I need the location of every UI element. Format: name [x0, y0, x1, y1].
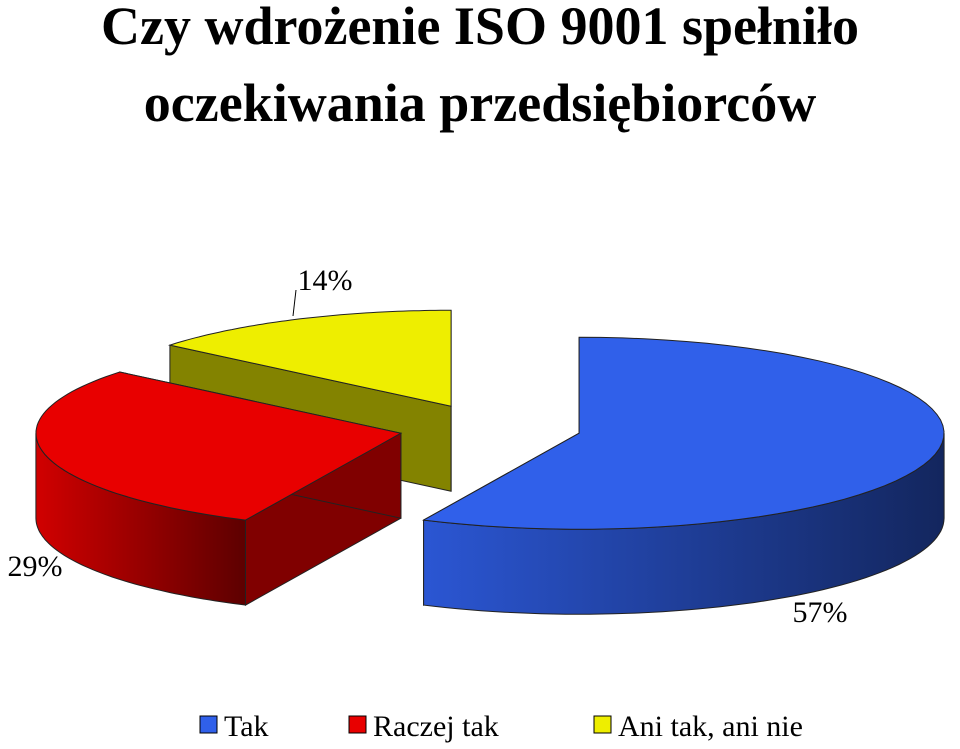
legend-label: Tak — [224, 710, 269, 743]
slice-top — [35, 371, 403, 521]
leader-line — [292, 289, 297, 317]
data-label: 57% — [793, 596, 848, 629]
legend-swatch — [348, 715, 367, 734]
data-label: 29% — [8, 550, 63, 583]
slice-top — [167, 309, 452, 407]
chart-title: Czy wdrożenie ISO 9001 spełniło — [101, 0, 859, 56]
legend-swatch — [199, 715, 218, 734]
slice — [35, 371, 403, 606]
slice — [422, 336, 945, 615]
legend-label: Raczej tak — [373, 710, 499, 743]
legend-label: Ani tak, ani nie — [618, 710, 803, 743]
legend-swatch — [593, 715, 612, 734]
data-label: 14% — [298, 264, 353, 297]
chart-title: oczekiwania przedsiębiorców — [144, 73, 816, 133]
slice-top — [422, 336, 945, 530]
